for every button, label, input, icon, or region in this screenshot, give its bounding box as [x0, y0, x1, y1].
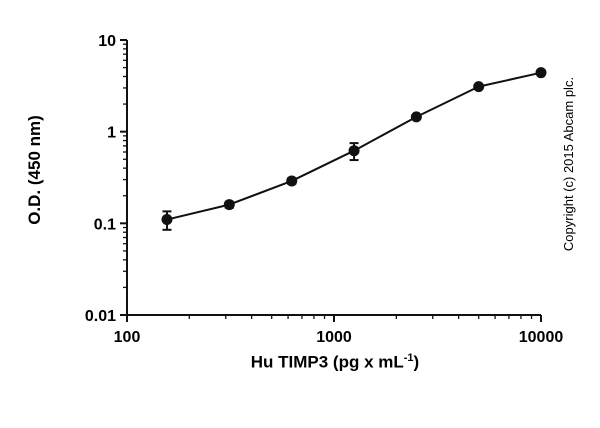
y-axis-label-text: O.D. (450 nm): [25, 115, 44, 225]
x-tick-label: 10000: [519, 329, 564, 346]
data-point-marker: [535, 67, 547, 79]
y-tick-label: 10: [98, 33, 116, 50]
y-tick-label: 1: [107, 125, 116, 142]
data-point-marker: [223, 199, 235, 211]
x-tick-label: 100: [114, 329, 141, 346]
copyright-text: Copyright (c) 2015 Abcam plc.: [561, 34, 577, 294]
y-tick-label: 0.1: [94, 216, 116, 233]
y-tick-label: 0.01: [85, 308, 116, 325]
x-tick-label: 1000: [316, 329, 352, 346]
y-axis-label: O.D. (450 nm): [25, 70, 45, 270]
data-point-marker: [473, 81, 485, 93]
data-point-marker: [161, 214, 173, 226]
copyright-text-content: Copyright (c) 2015 Abcam plc.: [561, 76, 576, 252]
x-axis-label-superscript: -1: [403, 352, 414, 364]
data-point-marker: [286, 175, 298, 187]
x-axis-label-text: Hu TIMP3 (pg x mL: [250, 352, 404, 372]
x-axis-label: Hu TIMP3 (pg x mL-1): [135, 352, 535, 373]
data-point-marker: [348, 145, 360, 157]
data-point-marker: [410, 111, 422, 123]
x-axis-label-close: ): [413, 352, 420, 372]
